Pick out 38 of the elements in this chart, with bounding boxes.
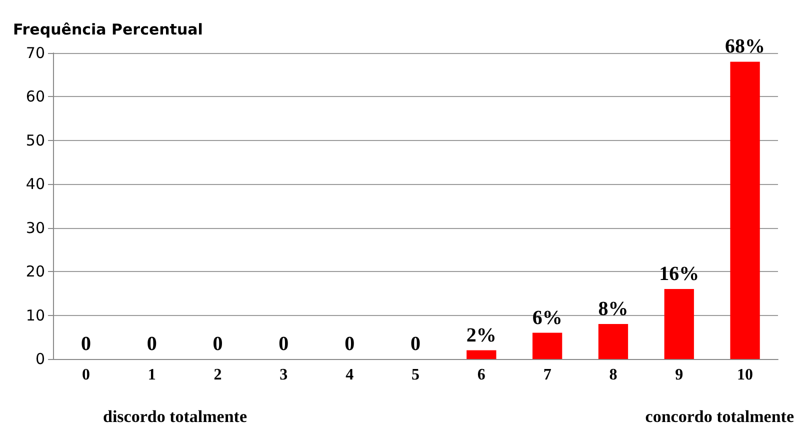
bar [664, 289, 694, 359]
bar [466, 350, 496, 359]
data-label: 16% [659, 263, 700, 286]
data-label: 0 [146, 333, 157, 355]
y-axis-title: Frequência Percentual [13, 20, 203, 38]
x-tick-label: 8 [609, 366, 618, 384]
y-tick-label: 0 [35, 350, 45, 368]
y-tick-label: 10 [26, 306, 45, 324]
data-label: 0 [344, 333, 355, 355]
data-label: 0 [80, 333, 91, 355]
y-tick-label: 20 [26, 262, 45, 281]
x-tick-label: 10 [737, 366, 754, 384]
text: discordo totalmente [103, 407, 248, 426]
data-label: 2% [466, 324, 496, 346]
y-tick-label: 70 [26, 44, 45, 62]
x-tick-label: 7 [543, 366, 552, 384]
data-label: 6% [532, 306, 562, 329]
x-tick-label: 2 [214, 366, 222, 384]
bar [598, 324, 628, 359]
x-tick-label: 1 [148, 366, 156, 384]
y-tick-label: 50 [26, 131, 45, 150]
data-label: 0 [278, 333, 289, 355]
x-tick-label: 0 [82, 366, 90, 384]
bar [730, 62, 760, 359]
x-tick-label: 3 [280, 366, 288, 384]
data-label: 8% [598, 298, 628, 320]
y-tick-label: 40 [26, 175, 45, 194]
data-label: 68% [725, 36, 766, 58]
x-tick-label: 9 [675, 366, 684, 384]
bar [532, 332, 562, 359]
y-tick-label: 60 [26, 88, 45, 106]
data-label: 0 [410, 333, 420, 355]
x-tick-label: 4 [346, 366, 354, 384]
x-tick-label: 5 [412, 366, 420, 384]
data-label: 0 [212, 333, 223, 355]
x-tick-label: 6 [477, 366, 486, 384]
text: concordo totalmente [645, 407, 794, 426]
y-tick-label: 30 [26, 218, 45, 237]
